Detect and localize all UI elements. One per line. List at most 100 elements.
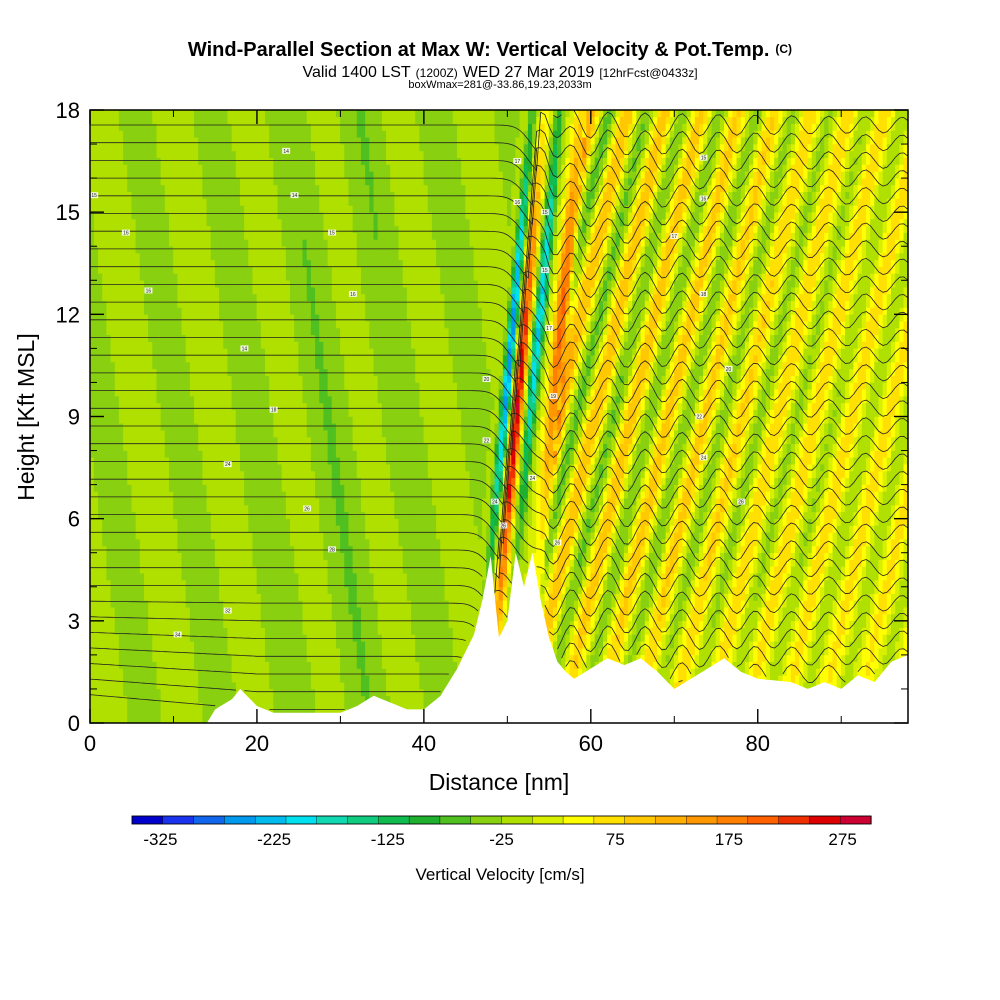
field-cell xyxy=(223,675,229,683)
field-cell xyxy=(285,668,291,676)
field-cell xyxy=(256,606,262,615)
field-cell xyxy=(98,368,103,376)
field-cell xyxy=(139,348,145,356)
field-cell xyxy=(302,552,308,560)
field-cell xyxy=(148,150,153,158)
field-cell xyxy=(164,620,170,628)
field-cell xyxy=(98,675,103,683)
field-cell xyxy=(106,620,112,628)
field-cell xyxy=(164,245,170,254)
field-cell xyxy=(248,688,254,697)
field-cell xyxy=(273,307,279,315)
field-cell xyxy=(156,130,162,138)
field-cell xyxy=(114,511,120,519)
field-cell xyxy=(223,150,229,158)
field-cell xyxy=(106,232,112,240)
field-cell xyxy=(214,661,220,669)
field-cell xyxy=(290,688,295,697)
field-cell xyxy=(235,681,241,690)
field-cell xyxy=(285,314,291,322)
field-cell xyxy=(173,110,178,118)
field-cell xyxy=(123,259,128,267)
field-cell xyxy=(123,668,128,676)
field-cell xyxy=(181,245,187,254)
field-cell xyxy=(90,293,95,302)
field-cell xyxy=(102,110,107,118)
field-cell xyxy=(102,293,107,302)
field-cell xyxy=(131,334,137,342)
field-cell xyxy=(98,688,103,697)
field-cell xyxy=(294,675,299,683)
field-cell xyxy=(110,579,116,588)
field-cell xyxy=(202,259,208,267)
field-cell xyxy=(148,457,153,465)
field-cell xyxy=(181,239,187,247)
field-cell xyxy=(148,497,153,506)
field-cell xyxy=(110,409,116,417)
field-cell xyxy=(244,613,249,622)
field-cell xyxy=(219,695,224,703)
field-cell xyxy=(114,286,120,295)
field-cell xyxy=(310,123,316,131)
field-cell xyxy=(264,525,270,533)
field-cell xyxy=(202,640,208,649)
field-cell xyxy=(143,511,149,519)
field-cell xyxy=(102,463,107,472)
field-cell xyxy=(198,218,203,227)
field-cell xyxy=(310,171,316,179)
field-cell xyxy=(281,286,287,295)
field-cell xyxy=(306,361,312,370)
field-cell xyxy=(131,150,137,158)
field-cell xyxy=(210,218,216,227)
field-cell xyxy=(98,695,103,703)
field-cell xyxy=(235,484,241,492)
field-cell xyxy=(98,606,103,615)
field-cell xyxy=(185,164,191,172)
field-cell xyxy=(169,232,174,240)
field-cell xyxy=(214,627,220,635)
field-cell xyxy=(90,695,95,703)
field-cell xyxy=(135,191,141,199)
field-cell xyxy=(181,361,187,370)
field-cell xyxy=(310,110,316,111)
field-cell xyxy=(315,191,320,199)
field-cell xyxy=(143,164,149,172)
field-cell xyxy=(185,279,191,288)
field-cell xyxy=(294,470,299,479)
field-cell xyxy=(98,702,103,710)
field-cell xyxy=(198,150,203,158)
field-cell xyxy=(244,675,249,683)
field-cell xyxy=(102,668,107,676)
field-cell xyxy=(123,130,128,138)
field-cell xyxy=(164,586,170,594)
field-cell xyxy=(156,116,162,124)
field-cell xyxy=(194,702,199,710)
field-cell xyxy=(290,327,295,336)
field-cell xyxy=(202,143,208,152)
field-cell xyxy=(139,402,145,410)
field-cell xyxy=(256,150,262,158)
field-cell xyxy=(294,613,299,622)
field-cell xyxy=(306,613,312,622)
field-cell xyxy=(169,545,174,554)
field-cell xyxy=(110,177,116,186)
field-cell xyxy=(235,327,241,336)
field-cell xyxy=(177,504,183,513)
field-cell xyxy=(214,225,220,233)
field-cell xyxy=(227,654,233,662)
field-cell xyxy=(264,143,270,152)
field-cell xyxy=(298,586,304,594)
field-cell xyxy=(310,579,316,588)
field-cell xyxy=(93,205,99,213)
field-cell xyxy=(315,252,320,261)
field-cell xyxy=(231,613,237,622)
field-cell xyxy=(252,450,258,458)
field-cell xyxy=(102,688,107,697)
field-cell xyxy=(127,177,133,186)
field-cell xyxy=(214,320,220,329)
field-cell xyxy=(302,593,308,601)
field-cell xyxy=(206,211,212,220)
field-cell xyxy=(231,123,237,131)
field-cell xyxy=(231,688,237,697)
field-cell xyxy=(110,245,116,254)
